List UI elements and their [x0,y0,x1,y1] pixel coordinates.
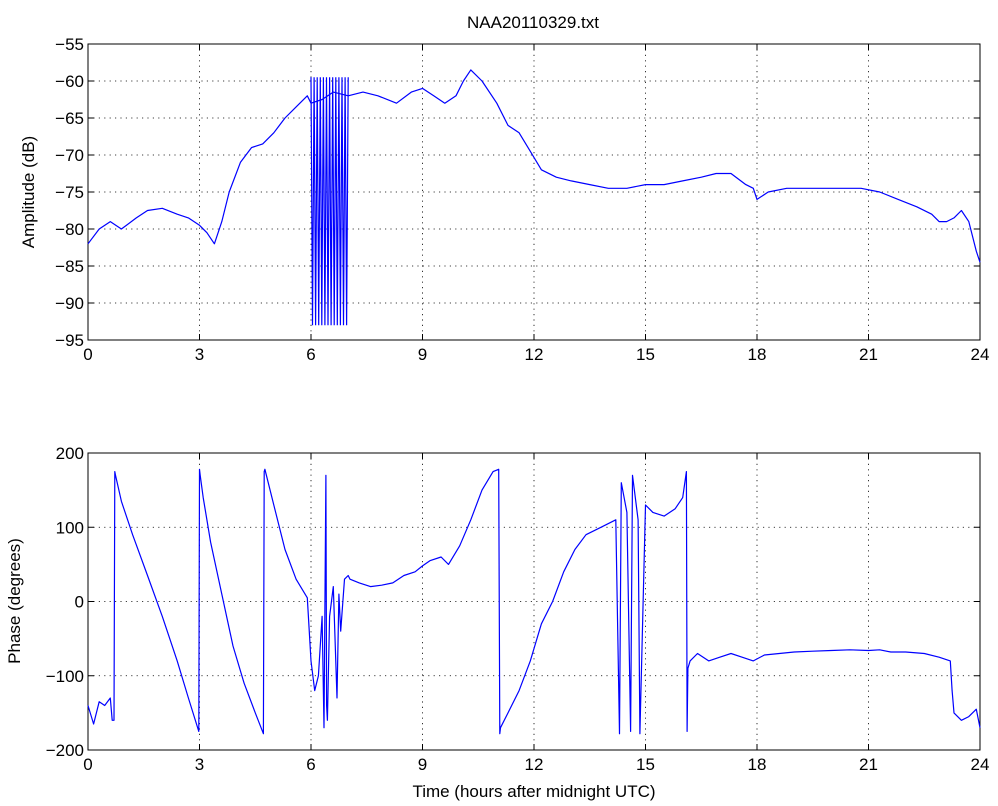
phase-y-axis-label: Phase (degrees) [5,538,24,664]
phase-x-tick-label: 21 [859,755,878,774]
amplitude-x-tick-label: 18 [748,345,767,364]
amplitude-y-axis-label: Amplitude (dB) [19,136,38,248]
phase-y-tick-label: −100 [46,667,84,686]
amplitude-burst-series [310,77,349,326]
amplitude-series [87,69,981,326]
phase-axis-ticks: 0 3 6 9 12 15 18 21 24 −200 −100 0 100 200 [46,444,990,774]
amplitude-series-line [87,69,981,263]
phase-x-tick-label: 6 [306,755,315,774]
amplitude-y-tick-label: −85 [55,257,84,276]
amplitude-x-tick-label: 24 [971,345,990,364]
phase-x-tick-label: 15 [636,755,655,774]
amplitude-y-tick-label: −95 [55,331,84,350]
phase-plot: 0 3 6 9 12 15 18 21 24 −200 −100 0 100 200 Phase (deg… [5,444,989,801]
amplitude-y-tick-label: −70 [55,146,84,165]
phase-x-tick-label: 9 [418,755,427,774]
phase-x-tick-label: 3 [195,755,204,774]
amplitude-x-tick-label: 9 [418,345,427,364]
amplitude-y-tick-label: −80 [55,220,84,239]
x-axis-label: Time (hours after midnight UTC) [412,782,655,801]
phase-series-line [87,468,981,735]
phase-x-tick-label: 12 [525,755,544,774]
amplitude-plot-area [87,43,981,341]
phase-x-tick-label: 24 [971,755,990,774]
amplitude-x-tick-label: 15 [636,345,655,364]
amplitude-x-tick-label: 12 [525,345,544,364]
amplitude-axis-ticks: 0 3 6 9 12 15 18 21 24 −95 −90 −85 −80 −75 −70 −65 −60 −5… [55,35,989,364]
amplitude-y-tick-label: −65 [55,109,84,128]
phase-x-tick-label: 0 [83,755,92,774]
phase-x-tick-label: 18 [748,755,767,774]
phase-plot-area [87,452,981,751]
phase-y-tick-label: 200 [56,444,84,463]
phase-series [87,468,981,735]
phase-y-tick-label: 100 [56,518,84,537]
chart-title: NAA20110329.txt [467,13,599,32]
amplitude-y-tick-label: −55 [55,35,84,54]
amplitude-y-tick-label: −60 [55,72,84,91]
amplitude-x-tick-label: 6 [306,345,315,364]
amplitude-x-tick-label: 0 [83,345,92,364]
phase-y-tick-label: 0 [75,593,84,612]
phase-y-tick-label: −200 [46,741,84,760]
amplitude-x-tick-label: 3 [195,345,204,364]
amplitude-y-tick-label: −75 [55,183,84,202]
amplitude-plot: NAA20110329.txt 0 3 6 9 12 15 18 21 24 −95 −90 −85 −… [19,13,989,364]
amplitude-y-tick-label: −90 [55,294,84,313]
amplitude-x-tick-label: 21 [859,345,878,364]
